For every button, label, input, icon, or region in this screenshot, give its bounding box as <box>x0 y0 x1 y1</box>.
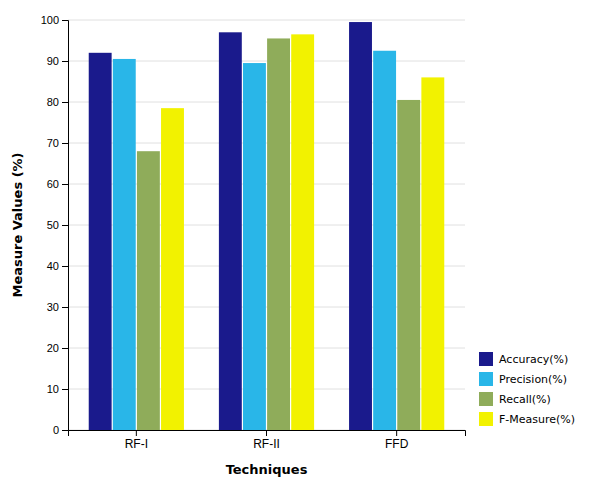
y-tick: 100 <box>41 14 68 26</box>
bar <box>137 151 160 430</box>
y-axis-title: Measure Values (%) <box>10 152 25 297</box>
bar <box>373 51 396 430</box>
y-tick-mark <box>62 430 68 431</box>
legend-label: F-Measure(%) <box>499 413 575 426</box>
x-tick-mark <box>136 430 137 436</box>
x-axis-title: Techniques <box>226 462 308 477</box>
bar <box>267 38 290 430</box>
legend: Accuracy(%) Precision(%) Recall(%) F-Measur… <box>479 352 575 426</box>
bar <box>113 59 136 430</box>
y-tick: 80 <box>47 96 68 108</box>
legend-item: F-Measure(%) <box>479 412 575 426</box>
x-tick: RF-II <box>253 430 280 451</box>
y-tick-label: 100 <box>41 14 59 26</box>
bars <box>89 22 445 430</box>
y-tick-label: 0 <box>53 424 59 436</box>
y-tick: 70 <box>47 137 68 149</box>
y-tick-label: 80 <box>47 96 59 108</box>
y-tick-mark <box>62 143 68 144</box>
bar <box>219 32 242 430</box>
y-tick-mark <box>62 307 68 308</box>
y-tick-label: 50 <box>47 219 59 231</box>
bar <box>421 77 444 430</box>
y-tick: 10 <box>47 383 68 395</box>
y-axis-line <box>62 21 69 431</box>
bar-series <box>113 51 396 430</box>
bar-series <box>89 22 372 430</box>
y-tick-mark <box>62 266 68 267</box>
x-tick: RF-I <box>125 430 148 451</box>
legend-label: Accuracy(%) <box>499 353 568 366</box>
x-tick: FFD <box>385 430 409 451</box>
legend-swatch <box>479 372 493 386</box>
grid-line <box>68 20 465 21</box>
bar-series <box>137 38 420 430</box>
chart: 0 10 20 30 40 50 60 70 80 90 100 RF-I RF-II FFD Techni… <box>0 0 600 488</box>
bar <box>397 100 420 430</box>
y-tick-mark <box>62 184 68 185</box>
y-tick-mark <box>62 61 68 62</box>
x-axis: RF-I RF-II FFD <box>69 430 466 451</box>
bar <box>349 22 372 430</box>
y-tick: 0 <box>53 424 68 436</box>
legend-label: Precision(%) <box>499 373 567 386</box>
y-tick-label: 90 <box>47 55 59 67</box>
y-tick: 40 <box>47 260 68 272</box>
y-tick-mark <box>62 348 68 349</box>
y-tick: 90 <box>47 55 68 67</box>
y-tick-label: 10 <box>47 383 59 395</box>
y-tick: 30 <box>47 301 68 313</box>
y-tick: 60 <box>47 178 68 190</box>
bar <box>291 34 314 430</box>
legend-swatch <box>479 412 493 426</box>
y-tick-mark <box>62 225 68 226</box>
y-tick-label: 20 <box>47 342 59 354</box>
bar <box>243 63 266 430</box>
y-tick: 50 <box>47 219 68 231</box>
bar <box>89 53 112 430</box>
y-tick-mark <box>62 20 68 21</box>
y-tick-mark <box>62 389 68 390</box>
y-tick-label: 30 <box>47 301 59 313</box>
y-tick-mark <box>62 102 68 103</box>
legend-swatch <box>479 352 493 366</box>
y-tick-label: 60 <box>47 178 59 190</box>
x-tick-mark <box>396 430 397 436</box>
legend-item: Precision(%) <box>479 372 567 386</box>
x-tick-mark <box>266 430 267 436</box>
plot: 0 10 20 30 40 50 60 70 80 90 100 RF-I RF-II FFD Techni… <box>10 14 466 477</box>
x-axis-line <box>69 431 466 437</box>
x-tick-label: RF-I <box>125 437 148 451</box>
bar-series <box>161 34 444 430</box>
y-tick-label: 40 <box>47 260 59 272</box>
legend-item: Recall(%) <box>479 392 551 406</box>
x-tick-label: FFD <box>385 437 409 451</box>
x-tick-label: RF-II <box>253 437 280 451</box>
legend-item: Accuracy(%) <box>479 352 568 366</box>
y-tick: 20 <box>47 342 68 354</box>
legend-label: Recall(%) <box>499 393 551 406</box>
legend-swatch <box>479 392 493 406</box>
y-axis: 0 10 20 30 40 50 60 70 80 90 100 <box>41 14 69 436</box>
y-tick-label: 70 <box>47 137 59 149</box>
grid <box>68 20 465 430</box>
bar <box>161 108 184 430</box>
